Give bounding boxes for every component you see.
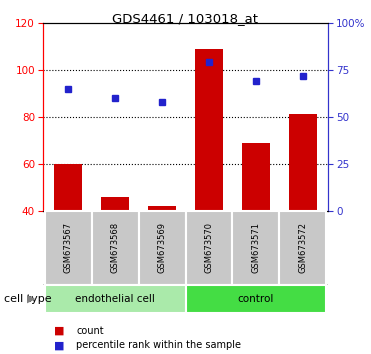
Bar (139, 211, 186, 285)
Text: GSM673571: GSM673571 (251, 222, 260, 273)
Bar (186, 211, 232, 285)
Bar (186, 285, 326, 313)
Bar (45, 211, 92, 285)
Bar (148, 206, 176, 211)
Text: control: control (237, 294, 274, 304)
Text: percentile rank within the sample: percentile rank within the sample (76, 340, 241, 350)
Text: GSM673569: GSM673569 (158, 222, 167, 273)
Bar (45, 285, 186, 313)
Text: GDS4461 / 103018_at: GDS4461 / 103018_at (112, 12, 259, 25)
Text: ▶: ▶ (27, 294, 36, 304)
Text: GSM673567: GSM673567 (64, 222, 73, 273)
Text: GSM673568: GSM673568 (111, 222, 120, 273)
Text: GSM673570: GSM673570 (204, 222, 213, 273)
Text: ■: ■ (54, 326, 64, 336)
Bar (242, 143, 270, 211)
Bar (289, 114, 316, 211)
Bar (195, 49, 223, 211)
Bar (55, 164, 82, 211)
Text: ■: ■ (54, 340, 64, 350)
Text: GSM673572: GSM673572 (298, 222, 307, 273)
Bar (101, 196, 129, 211)
Bar (279, 211, 326, 285)
Text: endothelial cell: endothelial cell (75, 294, 155, 304)
Text: cell type: cell type (4, 294, 51, 304)
Bar (92, 211, 139, 285)
Text: count: count (76, 326, 104, 336)
Bar (232, 211, 279, 285)
